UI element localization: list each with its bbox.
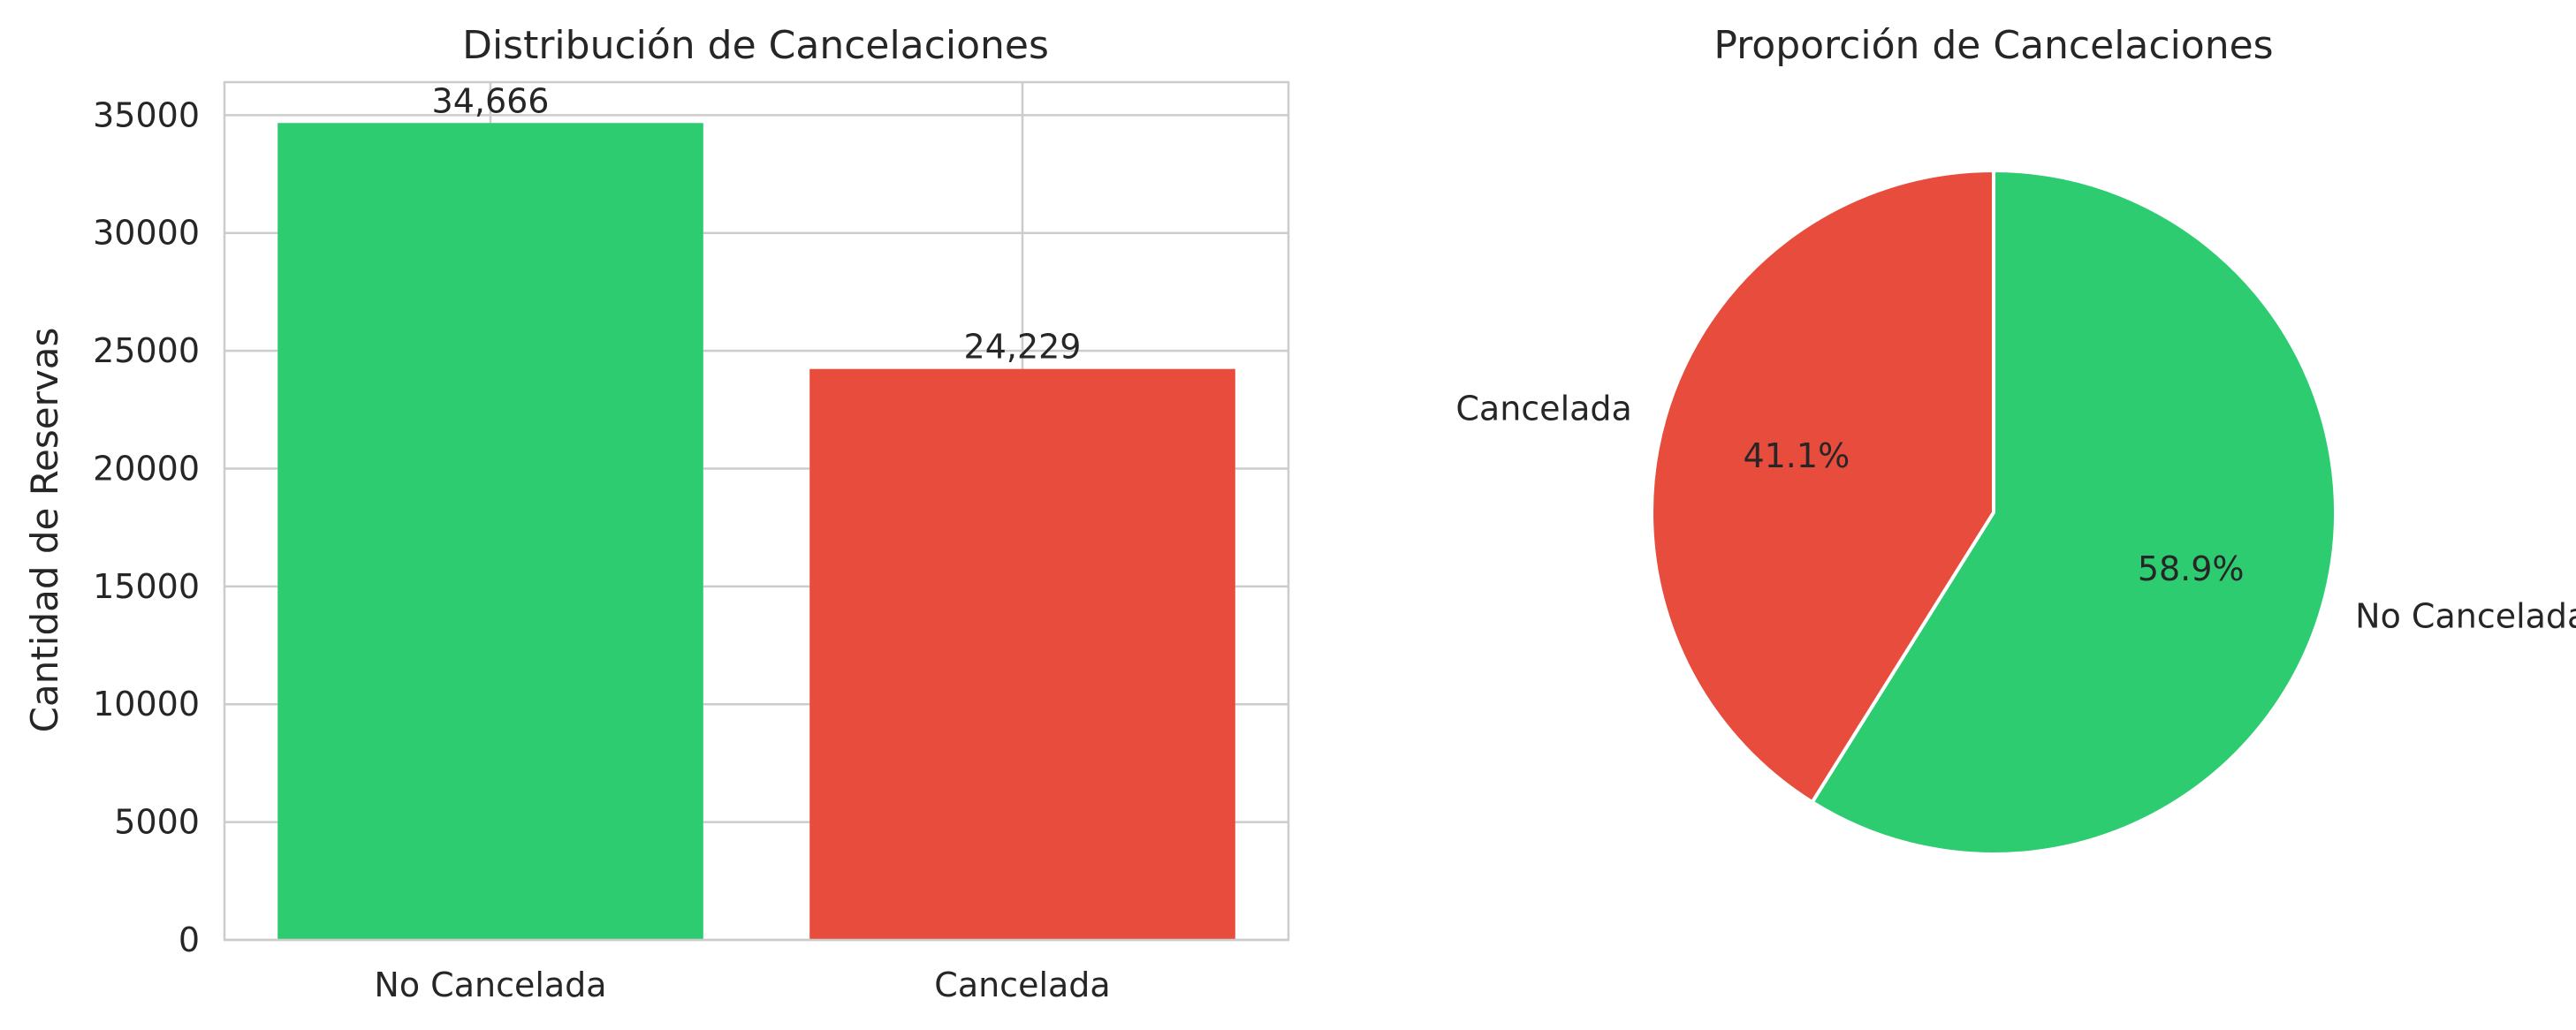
bar-chart: Distribución de Cancelaciones Cantidad d… [23, 23, 1290, 1004]
bar-y-tick-label: 0 [179, 920, 200, 959]
bar-x-tick-label: No Cancelada [374, 966, 606, 1004]
bar-y-tick-label: 5000 [114, 803, 200, 842]
pie-chart-labels: No Cancelada 58.9% Cancelada 41.1% [1455, 390, 2576, 636]
bar-data-label: 34,666 [432, 81, 550, 120]
bar-chart-yticks: 0 5000 10000 15000 20000 25000 30000 35000 [93, 95, 200, 959]
bar-chart-data-labels: 34,666 24,229 [432, 81, 1082, 366]
bar-y-tick-label: 20000 [93, 449, 200, 488]
pie-category-label: Cancelada [1455, 390, 1631, 428]
bar-2 [809, 368, 1235, 940]
pie-percent-label: 41.1% [1743, 436, 1850, 475]
pie-chart-slices [1650, 169, 2337, 856]
bar-x-tick-label: Cancelada [934, 966, 1110, 1004]
bar-y-tick-label: 10000 [93, 685, 200, 723]
bar-y-tick-label: 15000 [93, 567, 200, 606]
pie-slice-2 [1650, 169, 1995, 805]
bar-data-label: 24,229 [964, 328, 1082, 367]
pie-chart: Proporción de Cancelaciones No Cancelada… [1455, 23, 2576, 856]
bar-1 [277, 123, 703, 941]
bar-chart-xticks: No Cancelada Cancelada [374, 966, 1110, 1004]
bar-chart-ylabel: Cantidad de Reservas [23, 328, 66, 733]
bar-y-tick-label: 35000 [93, 95, 200, 134]
bar-y-tick-label: 25000 [93, 331, 200, 370]
bar-chart-bars [277, 123, 1235, 941]
bar-chart-title: Distribución de Cancelaciones [462, 23, 1049, 68]
bar-chart-frame [223, 80, 1290, 942]
pie-percent-label: 58.9% [2138, 549, 2245, 588]
pie-chart-title: Proporción de Cancelaciones [1714, 23, 2273, 68]
bar-y-tick-label: 30000 [93, 214, 200, 253]
pie-category-label: No Cancelada [2355, 596, 2576, 635]
pie-slice-1 [1810, 169, 2337, 856]
